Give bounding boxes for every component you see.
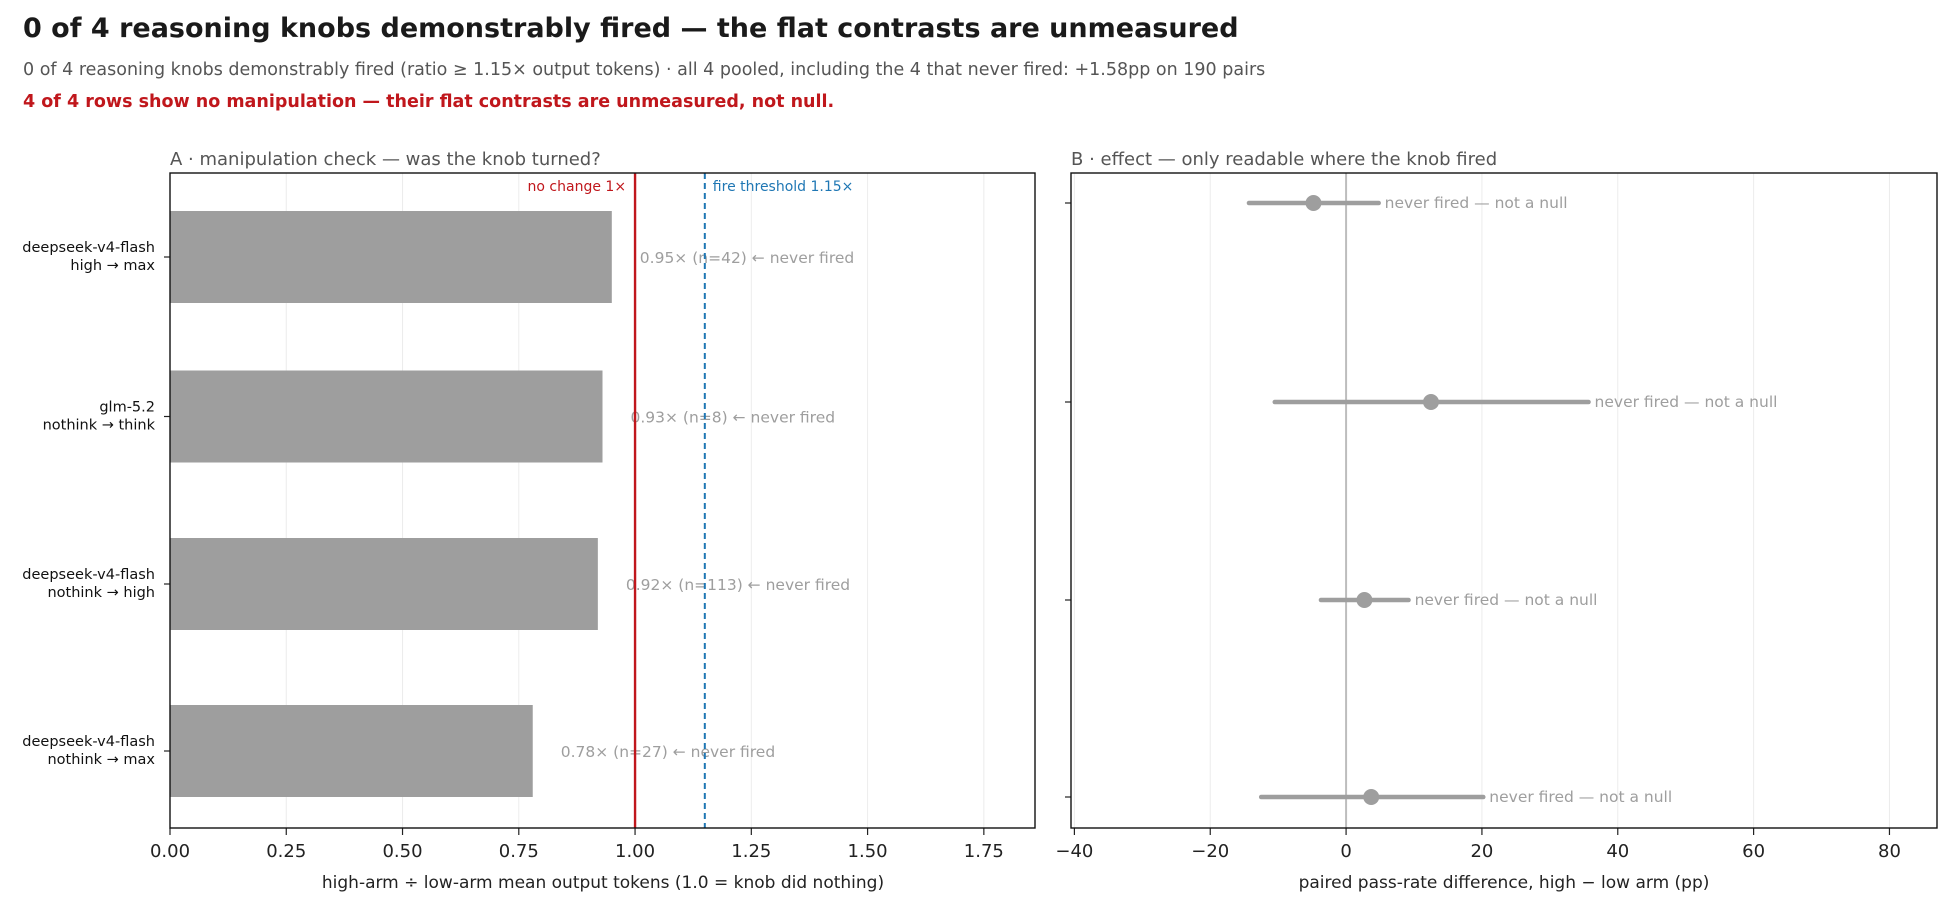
panel-a-category-sublabel: high → max [70, 258, 155, 274]
panel-a-x-axis-label: high-arm ÷ low-arm mean output tokens (1… [322, 873, 884, 893]
panel-a-bar [170, 211, 612, 303]
panel-b-point [1422, 394, 1439, 410]
panel-a-title: A · manipulation check — was the knob tu… [170, 149, 601, 170]
panel-a-category-label: deepseek-v4-flash [22, 567, 155, 583]
panel-b-x-tick-label: −20 [1191, 841, 1229, 862]
panel-b-title: B · effect — only readable where the kno… [1071, 149, 1497, 170]
panel-a-bar-label: 0.95× (n=42) ← never fired [640, 249, 854, 267]
panel-b-x-tick-label: 40 [1606, 841, 1629, 862]
panel-a-bar-label: 0.93× (n=8) ← never fired [631, 409, 836, 427]
panel-a-bar-label: 0.78× (n=27) ← never fired [561, 743, 775, 761]
panel-a-category-sublabel: nothink → high [47, 585, 155, 601]
panel-b-x-tick-label: 20 [1470, 841, 1493, 862]
panel-b-x-tick-label: 0 [1340, 841, 1351, 862]
no-change-label: no change 1× [528, 179, 627, 195]
panel-b-x-tick-label: 60 [1742, 841, 1765, 862]
panel-a-x-tick-label: 0.75 [499, 841, 539, 862]
panel-a-category-label: glm-5.2 [99, 400, 155, 416]
panel-b-x-tick-label: −40 [1055, 841, 1093, 862]
panel-b-point-label: never fired — not a null [1415, 591, 1598, 609]
panel-a-x-tick-label: 1.25 [731, 841, 771, 862]
panel-a-x-tick-label: 1.50 [848, 841, 888, 862]
panel-b-effect: B · effect — only readable where the kno… [1055, 149, 1938, 893]
panel-b-x-tick-label: 80 [1878, 841, 1901, 862]
panel-a-manipulation-check: A · manipulation check — was the knob tu… [22, 149, 1036, 893]
panel-a-bar [170, 370, 603, 463]
panel-a-category-label: deepseek-v4-flash [22, 734, 155, 750]
panel-b-point-label: never fired — not a null [1595, 393, 1778, 411]
panel-b-point [1363, 789, 1380, 805]
panel-a-category-sublabel: nothink → think [43, 418, 156, 434]
panel-b-point [1356, 592, 1373, 608]
panel-a-x-tick-label: 1.00 [615, 841, 655, 862]
panel-a-bar [170, 705, 533, 797]
panel-a-bar-label: 0.92× (n=113) ← never fired [626, 576, 850, 594]
panel-a-x-tick-label: 0.50 [382, 841, 422, 862]
page-title: 0 of 4 reasoning knobs demonstrably fire… [23, 13, 1239, 44]
panel-b-point-label: never fired — not a null [1385, 194, 1568, 212]
panel-a-category-sublabel: nothink → max [47, 752, 155, 768]
panel-a-x-tick-label: 0.00 [150, 841, 190, 862]
panel-a-category-label: deepseek-v4-flash [22, 240, 155, 256]
panel-a-x-tick-label: 1.75 [964, 841, 1004, 862]
page-subtitle: 0 of 4 reasoning knobs demonstrably fire… [23, 60, 1266, 80]
panel-a-bar [170, 538, 598, 630]
warning-note: 4 of 4 rows show no manipulation — their… [23, 92, 835, 112]
panel-b-frame [1070, 172, 1938, 829]
panel-a-x-tick-label: 0.25 [266, 841, 306, 862]
panel-a-frame [169, 172, 1036, 829]
panel-b-point-label: never fired — not a null [1489, 788, 1672, 806]
panel-b-point [1305, 195, 1322, 211]
panel-b-x-axis-label: paired pass-rate difference, high − low … [1299, 873, 1710, 893]
fire-threshold-label: fire threshold 1.15× [713, 179, 854, 195]
